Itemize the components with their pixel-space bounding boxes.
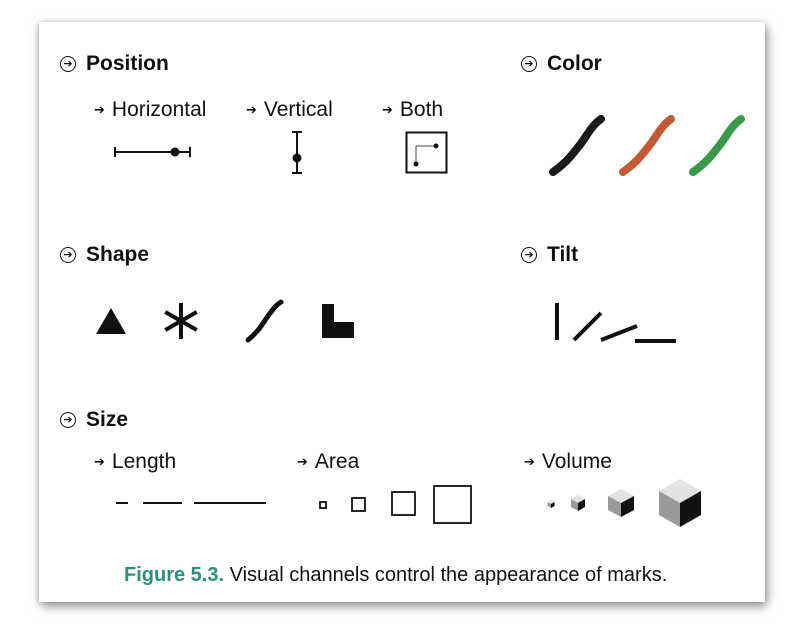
subchannel-label: Horizontal xyxy=(111,98,207,121)
area-square-small xyxy=(319,501,327,509)
subchannel-both: ➔ Both xyxy=(382,98,443,122)
arrow-icon: ➔ xyxy=(382,102,393,117)
subchannel-label: Both xyxy=(399,98,444,121)
vertical-position-glyph xyxy=(292,131,302,174)
arrow-icon: ➔ xyxy=(94,454,105,469)
circled-arrow-icon: ➔ xyxy=(60,247,76,263)
category-color: ➔ Color xyxy=(521,52,602,76)
category-position: ➔ Position xyxy=(60,52,169,76)
category-label: Tilt xyxy=(547,243,579,266)
volume-cube-3 xyxy=(608,489,634,517)
figure-caption: Figure 5.3. Visual channels control the … xyxy=(124,564,667,587)
category-label: Color xyxy=(547,52,602,75)
caption-text: Visual channels control the appearance o… xyxy=(224,564,668,586)
figure-number: Figure 5.3. xyxy=(124,564,225,586)
volume-cube-4 xyxy=(659,479,701,527)
horizontal-position-glyph xyxy=(114,147,191,157)
circled-arrow-icon: ➔ xyxy=(60,56,76,72)
volume-glyphs xyxy=(547,479,701,527)
subchannel-volume: ➔ Volume xyxy=(524,450,612,474)
color-swatch-orange xyxy=(619,115,675,176)
l-block-shape-icon xyxy=(322,304,354,338)
curve-shape-icon xyxy=(245,299,284,343)
circled-arrow-icon: ➔ xyxy=(521,247,537,263)
both-position-glyph xyxy=(405,131,448,174)
volume-cube-1 xyxy=(547,500,555,508)
subchannel-label: Length xyxy=(111,450,177,473)
subchannel-label: Vertical xyxy=(263,98,333,121)
color-swatch-green xyxy=(689,115,745,176)
subchannel-vertical: ➔ Vertical xyxy=(246,98,333,122)
tilt-line-shallow xyxy=(600,324,638,342)
category-shape: ➔ Shape xyxy=(60,243,149,267)
subchannel-label: Volume xyxy=(541,450,612,473)
subchannel-label: Area xyxy=(314,450,360,473)
arrow-icon: ➔ xyxy=(524,454,535,469)
area-square-large xyxy=(391,491,416,516)
subchannel-area: ➔ Area xyxy=(297,450,359,474)
color-swatch-black xyxy=(549,115,605,176)
area-square-medium xyxy=(351,497,366,512)
length-glyphs xyxy=(116,502,266,504)
area-glyphs xyxy=(319,485,472,524)
circled-arrow-icon: ➔ xyxy=(60,412,76,428)
figure-card: ➔ Position ➔ Horizontal ➔ Vertical ➔ Bot… xyxy=(39,22,765,602)
asterisk-shape-icon xyxy=(164,303,198,339)
tilt-glyphs xyxy=(555,303,676,343)
category-size: ➔ Size xyxy=(60,408,128,432)
subchannel-horizontal: ➔ Horizontal xyxy=(94,98,206,122)
arrow-icon: ➔ xyxy=(297,454,308,469)
category-label: Shape xyxy=(86,243,150,266)
arrow-icon: ➔ xyxy=(94,102,105,117)
arrow-icon: ➔ xyxy=(246,102,257,117)
area-square-xlarge xyxy=(433,485,472,524)
circled-arrow-icon: ➔ xyxy=(521,56,537,72)
color-swatches xyxy=(549,115,745,176)
category-label: Position xyxy=(86,52,169,75)
triangle-shape-icon xyxy=(96,308,126,334)
tilt-line-steep xyxy=(572,311,603,342)
subchannel-length: ➔ Length xyxy=(94,450,176,474)
volume-cube-2 xyxy=(571,495,585,511)
category-tilt: ➔ Tilt xyxy=(521,243,578,267)
category-label: Size xyxy=(86,408,129,431)
